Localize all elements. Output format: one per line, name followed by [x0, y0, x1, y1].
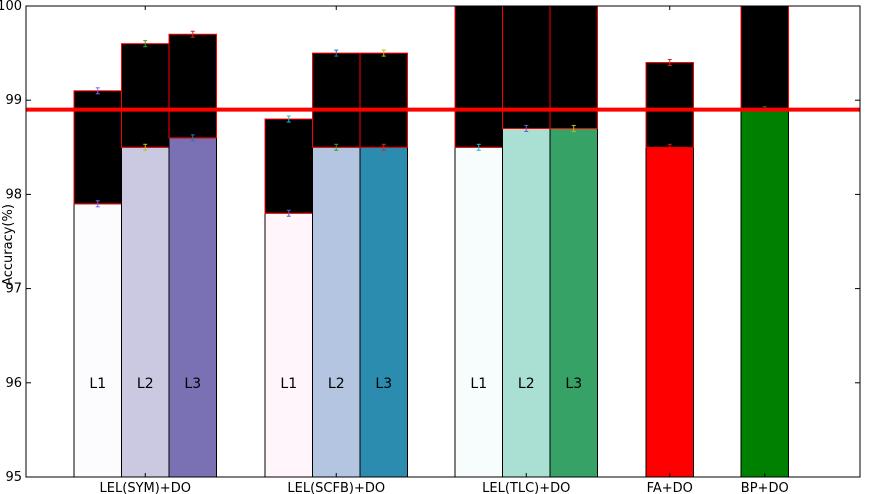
bar-3-0	[645, 146, 694, 478]
y-tick-label-2: 97	[5, 282, 22, 297]
y-tick-label-5: 100	[0, 0, 22, 14]
x-tick-label-4: BP+DO	[741, 481, 789, 494]
bar-0-0	[73, 203, 122, 478]
bar-1-1	[312, 146, 361, 478]
bar-label-2-2: L3	[565, 376, 582, 392]
bar-label-2-1: L2	[518, 376, 535, 392]
x-tick-label-3: FA+DO	[647, 481, 693, 494]
x-tick-label-0: LEL(SYM)+DO	[100, 481, 191, 494]
bar-2-2	[549, 127, 598, 478]
bar-label-0-1: L2	[137, 376, 154, 392]
x-tick-label-2: LEL(TLC)+DO	[482, 481, 570, 494]
y-tick-label-4: 99	[5, 93, 22, 108]
bar-4-0	[740, 109, 789, 478]
y-tick-label-1: 96	[5, 376, 22, 391]
bar-0-1	[121, 146, 170, 478]
bar-top-1-2	[359, 52, 408, 148]
bar-top-0-1	[121, 43, 170, 148]
bar-0-2	[168, 137, 217, 478]
bar-label-0-2: L3	[184, 376, 201, 392]
bar-1-0	[264, 212, 313, 478]
bar-2-1	[502, 127, 551, 478]
bars-layer: L1 L2 L3 L1 L2 L3 L1 L2 L3	[73, 5, 789, 478]
bar-label-1-0: L1	[280, 376, 297, 392]
bar-2-0	[454, 146, 503, 478]
y-axis-label: Accuracy(%)	[1, 204, 16, 286]
y-tick-label-3: 98	[5, 187, 22, 202]
bar-label-1-2: L3	[375, 376, 392, 392]
x-tick-label-1: LEL(SCFB)+DO	[287, 481, 385, 494]
bar-top-1-1	[312, 52, 361, 148]
bar-top-1-0	[264, 118, 313, 214]
bar-1-2	[359, 146, 408, 478]
plot-frame	[25, 5, 861, 478]
bar-top-4-0	[740, 5, 789, 111]
bar-top-2-0	[454, 5, 503, 148]
bar-label-0-0: L1	[89, 376, 106, 392]
bar-label-2-0: L1	[470, 376, 487, 392]
bar-top-3-0	[645, 62, 694, 148]
bar-label-1-1: L2	[328, 376, 345, 392]
y-tick-label-0: 95	[5, 470, 22, 485]
bar-top-0-2	[168, 33, 217, 139]
